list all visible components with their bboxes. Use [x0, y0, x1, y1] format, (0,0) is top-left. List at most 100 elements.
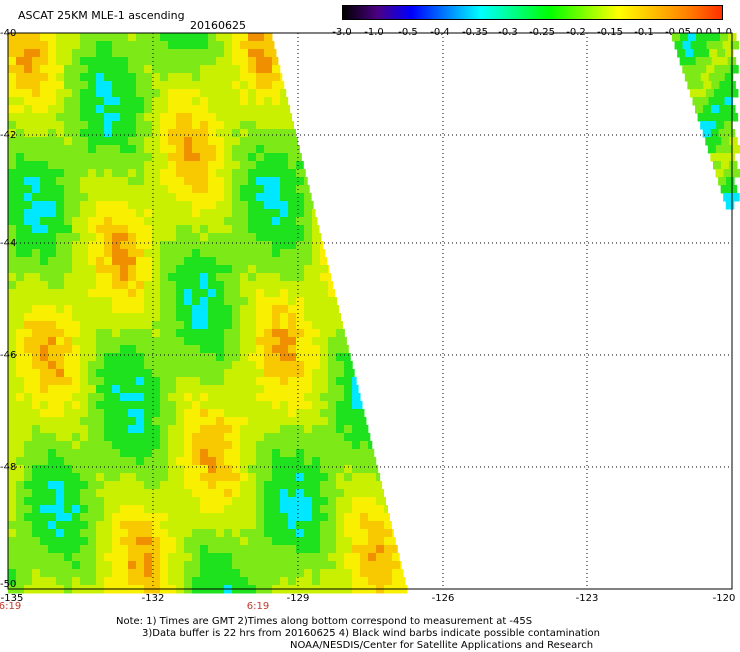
- swath-cell: [16, 65, 25, 74]
- swath-cell: [336, 425, 345, 434]
- swath-cell: [232, 41, 241, 50]
- swath-cell: [232, 489, 241, 498]
- swath-cell: [312, 337, 321, 346]
- swath-cell: [152, 553, 161, 562]
- swath-cell: [120, 529, 129, 538]
- swath-cell: [336, 369, 345, 378]
- swath-cell: [104, 457, 113, 466]
- swath-cell: [88, 409, 97, 418]
- swath-cell: [96, 393, 105, 402]
- swath-cell: [360, 449, 369, 458]
- swath-cell: [200, 481, 209, 490]
- swath-cell: [24, 369, 33, 378]
- swath-cell: [144, 465, 153, 474]
- swath-cell: [104, 569, 113, 578]
- swath-cell: [368, 433, 371, 442]
- swath-cell: [200, 281, 209, 290]
- swath-cell: [176, 489, 185, 498]
- swath-cell: [312, 281, 321, 290]
- swath-cell: [32, 33, 41, 42]
- swath-cell: [152, 345, 161, 354]
- swath-cell: [312, 385, 321, 394]
- swath-cell: [120, 321, 129, 330]
- swath-cell: [232, 393, 241, 402]
- swath-cell: [384, 521, 392, 530]
- swath-cell: [685, 49, 694, 58]
- swath-cell: [104, 233, 113, 242]
- swath-cell: [272, 513, 281, 522]
- swath-cell: [104, 289, 113, 298]
- swath-cell: [232, 49, 241, 58]
- swath-cell: [176, 249, 185, 258]
- swath-cell: [336, 385, 345, 394]
- swath-cell: [344, 385, 353, 394]
- swath-cell: [120, 505, 129, 514]
- swath-cell: [280, 577, 289, 586]
- swath-cell: [72, 209, 81, 218]
- swath-cell: [176, 209, 185, 218]
- swath-cell: [248, 113, 257, 122]
- swath-cell: [328, 297, 337, 306]
- swath-cell: [216, 169, 225, 178]
- swath-cell: [200, 345, 209, 354]
- swath-cell: [240, 81, 249, 90]
- swath-cell: [288, 257, 297, 266]
- swath-cell: [160, 449, 169, 458]
- swath-cell: [40, 161, 49, 170]
- swath-cell: [72, 361, 81, 370]
- swath-cell: [176, 449, 185, 458]
- swath-cell: [176, 257, 185, 266]
- swath-cell: [280, 153, 289, 162]
- swath-cell: [128, 497, 137, 506]
- swath-cell: [32, 49, 41, 58]
- swath-cell: [224, 281, 233, 290]
- swath-cell: [392, 529, 394, 538]
- swath-cell: [256, 273, 265, 282]
- swath-cell: [336, 553, 345, 562]
- swath-cell: [200, 121, 209, 130]
- swath-cell: [248, 129, 257, 138]
- swath-cell: [176, 81, 185, 90]
- swath-cell: [200, 489, 209, 498]
- swath-cell: [176, 113, 185, 122]
- swath-cell: [80, 225, 89, 234]
- swath-cell: [56, 281, 65, 290]
- swath-cell: [176, 241, 185, 250]
- swath-cell: [104, 417, 113, 426]
- swath-cell: [16, 129, 25, 138]
- swath-cell: [160, 377, 169, 386]
- swath-cell: [312, 417, 321, 426]
- swath-cell: [208, 265, 217, 274]
- swath-cell: [184, 473, 193, 482]
- swath-cell: [320, 473, 329, 482]
- swath-cell: [24, 561, 33, 570]
- swath-cell: [160, 441, 169, 450]
- swath-cell: [128, 393, 137, 402]
- swath-cell: [216, 417, 225, 426]
- swath-cell: [296, 385, 305, 394]
- swath-cell: [136, 337, 145, 346]
- swath-cell: [288, 129, 296, 138]
- swath-cell: [312, 425, 321, 434]
- swath-cell: [160, 569, 169, 578]
- swath-cell: [248, 465, 257, 474]
- swath-cell: [304, 425, 313, 434]
- swath-cell: [112, 569, 121, 578]
- swath-cell: [72, 193, 81, 202]
- swath-cell: [144, 225, 153, 234]
- swath-cell: [176, 369, 185, 378]
- swath-cell: [40, 201, 49, 210]
- swath-cell: [256, 537, 265, 546]
- swath-cell: [104, 121, 113, 130]
- swath-cell: [264, 377, 273, 386]
- swath-cell: [320, 529, 329, 538]
- swath-cell: [16, 73, 25, 82]
- swath-cell: [184, 233, 193, 242]
- swath-cell: [240, 577, 249, 586]
- swath-cell: [352, 417, 361, 426]
- swath-cell: [256, 505, 265, 514]
- swath-cell: [704, 33, 713, 42]
- swath-cell: [72, 577, 81, 586]
- swath-cell: [256, 153, 265, 162]
- swath-cell: [88, 281, 97, 290]
